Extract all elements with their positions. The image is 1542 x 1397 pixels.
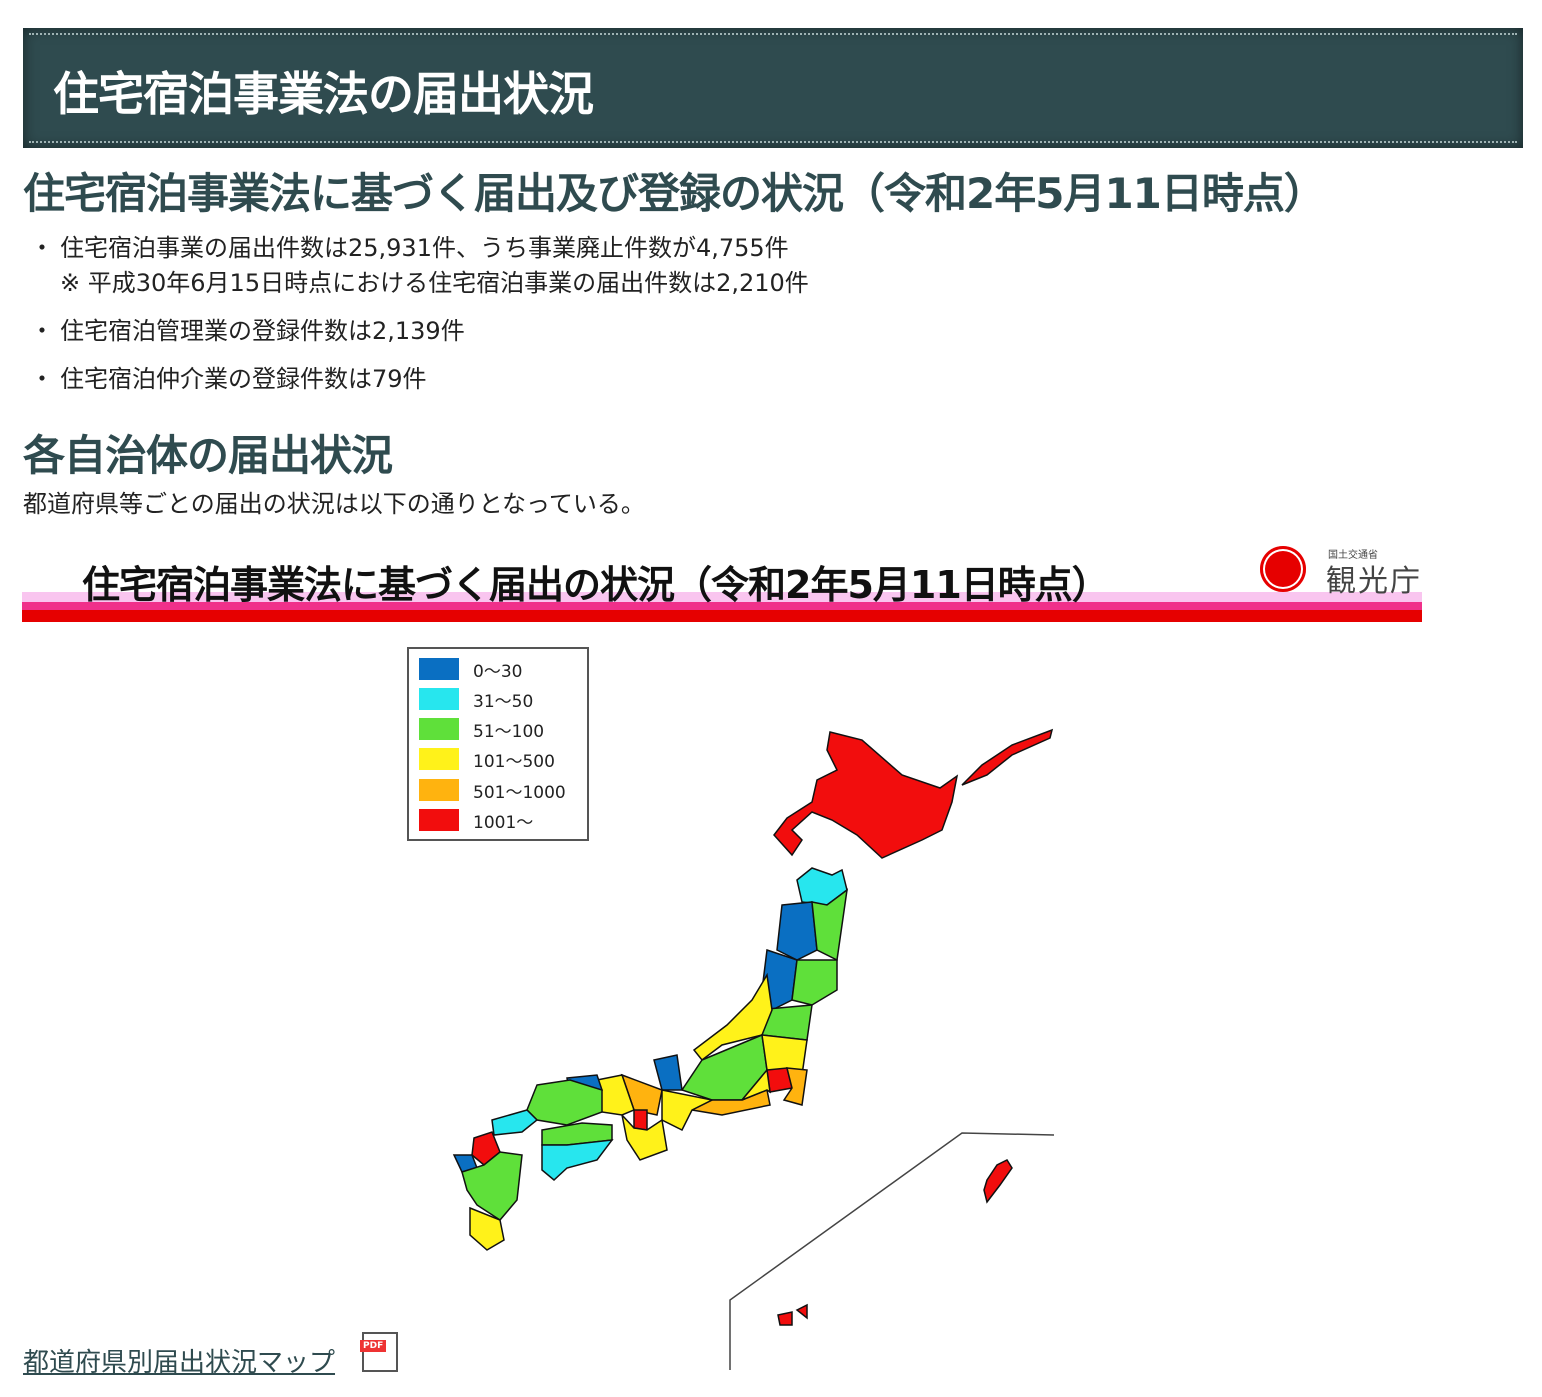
banner-stripe <box>22 592 1422 602</box>
region-yamaguchi <box>491 1109 539 1136</box>
legend-swatch <box>419 748 459 770</box>
legend-label: 0～30 <box>473 661 523 682</box>
legend-item: 501～1000 <box>419 778 566 803</box>
legend-item: 31～50 <box>419 687 534 712</box>
region-kuril <box>961 728 1054 786</box>
section-description: 都道府県等ごとの届出の状況は以下の通りとなっている。 <box>23 490 645 518</box>
bullet-item: ・住宅宿泊事業の届出件数は25,931件、うち事業廃止件数が4,755件 <box>30 228 789 263</box>
bullet-mark: ・ <box>30 365 54 393</box>
region-kansai-south <box>620 1112 668 1161</box>
legend-swatch <box>419 718 459 740</box>
region-miyagi <box>791 959 838 1006</box>
banner-stripe <box>22 610 1422 622</box>
bullet-item: ・住宅宿泊管理業の登録件数は2,139件 <box>30 311 465 346</box>
section-title-registrations: 住宅宿泊事業法に基づく届出及び登録の状況（令和2年5月11日時点） <box>23 169 1326 218</box>
region-gifu-aichi <box>661 1089 715 1132</box>
tourism-agency-logo: 国土交通省 観光庁 <box>1260 542 1430 599</box>
bullet-mark: ・ <box>30 234 54 262</box>
region-yamanashi <box>741 1068 771 1101</box>
legend-label: 501～1000 <box>473 782 566 803</box>
region-kagoshima <box>469 1206 505 1251</box>
legend-swatch <box>419 688 459 710</box>
legend-item: 0～30 <box>419 657 523 682</box>
region-akita <box>776 901 818 961</box>
map-legend: 0～30 31～50 51～100 101～500 501～1000 1001～ <box>407 647 589 841</box>
region-okinawa <box>983 1159 1013 1204</box>
region-okinawa-islands <box>795 1303 808 1320</box>
legend-item: 51～100 <box>419 717 545 742</box>
logo-agency: 観光庁 <box>1326 564 1422 599</box>
legend-label: 51～100 <box>473 721 545 742</box>
map-title: 住宅宿泊事業法に基づく届出の状況（令和2年5月11日時点） <box>82 563 1110 607</box>
pdf-icon[interactable]: PDF <box>360 1332 398 1372</box>
prefecture-map-link[interactable]: 都道府県別届出状況マップ <box>23 1348 336 1378</box>
region-hokuriku <box>653 1054 683 1091</box>
notification-map-image: 住宅宿泊事業法に基づく届出の状況（令和2年5月11日時点） 国土交通省 観光庁 <box>22 540 1424 1380</box>
region-hokkaido <box>773 731 959 859</box>
region-chugoku <box>526 1079 603 1126</box>
legend-swatch <box>419 779 459 801</box>
legend-item: 101～500 <box>419 747 555 772</box>
legend-item: 1001～ <box>419 808 534 833</box>
inset-boundary <box>729 1132 1055 1370</box>
note-text: ※ 平成30年6月15日時点における住宅宿泊事業の届出件数は2,210件 <box>60 269 809 297</box>
page-title: 住宅宿泊事業法の届出状況 <box>53 67 594 121</box>
banner-stripe <box>22 602 1422 610</box>
region-iwate <box>811 888 848 962</box>
bullet-text: 住宅宿泊管理業の登録件数は2,139件 <box>60 317 465 345</box>
legend-swatch <box>419 809 459 831</box>
region-osaka <box>633 1109 648 1131</box>
logo-mark-icon <box>1260 546 1306 592</box>
bullet-text: 住宅宿泊事業の届出件数は25,931件、うち事業廃止件数が4,755件 <box>60 234 789 262</box>
header-band: 住宅宿泊事業法の届出状況 <box>23 28 1523 148</box>
legend-swatch <box>419 658 459 680</box>
region-shikoku-south <box>541 1139 614 1181</box>
logo-ministry: 国土交通省 <box>1328 550 1378 561</box>
bullet-text: 住宅宿泊仲介業の登録件数は79件 <box>60 365 427 393</box>
legend-label: 1001～ <box>473 812 534 833</box>
region-kyushu <box>461 1151 523 1221</box>
japan-map <box>452 728 1055 1370</box>
bullet-mark: ・ <box>30 317 54 345</box>
region-okinawa-islands <box>777 1311 793 1326</box>
legend-label: 101～500 <box>473 751 555 772</box>
region-chiba-kanagawa <box>782 1067 808 1106</box>
bullet-item: ・住宅宿泊仲介業の登録件数は79件 <box>30 359 427 394</box>
section-title-municipalities: 各自治体の届出状況 <box>23 431 393 480</box>
legend-label: 31～50 <box>473 691 534 712</box>
